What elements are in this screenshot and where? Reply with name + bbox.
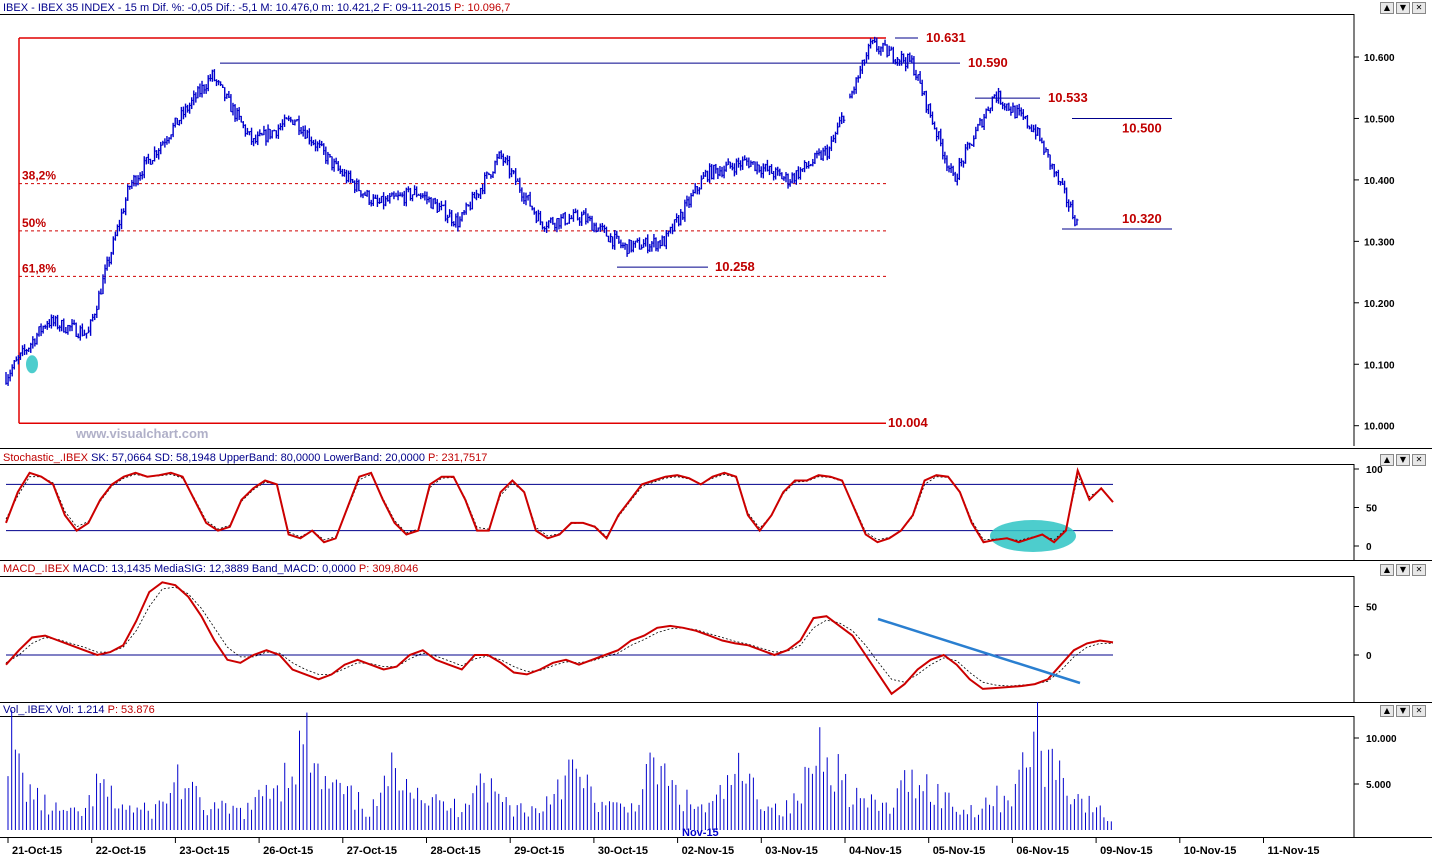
x-tick-label: 11-Nov-15 xyxy=(1268,845,1320,857)
fibonacci-label: 38,2% xyxy=(22,169,56,183)
oversold-highlight xyxy=(990,520,1076,552)
price-bars xyxy=(5,36,1079,386)
volume-header: Vol_.IBEX Vol: 1.214 P: 53.876 xyxy=(3,704,155,716)
x-tick-label: 29-Oct-15 xyxy=(514,845,564,857)
x-cursor-label: Nov-15 xyxy=(682,827,719,839)
macd-panel[interactable]: MACD_.IBEX MACD: 13,1435 MediaSIG: 12,38… xyxy=(0,560,1432,702)
stochastic-chart[interactable]: 100 50 0 xyxy=(0,448,1432,560)
x-tick-label: 26-Oct-15 xyxy=(263,845,313,857)
y-tick-label: 10.200 xyxy=(1364,299,1395,310)
x-tick-label: 22-Oct-15 xyxy=(96,845,146,857)
scroll-down-button[interactable]: ▼ xyxy=(1396,2,1410,14)
level-label: 10.590 xyxy=(968,55,1008,70)
stochastic-window-controls: ▲ ▼ ✕ xyxy=(1380,454,1426,466)
x-tick-label: 27-Oct-15 xyxy=(347,845,397,857)
level-label: 10.258 xyxy=(715,259,755,274)
macd-trendline xyxy=(877,617,1081,685)
x-tick-label: 21-Oct-15 xyxy=(12,845,62,857)
volume-chart[interactable]: 10.000 5.000 xyxy=(0,702,1432,837)
macd-header: MACD_.IBEX MACD: 13,1435 MediaSIG: 12,38… xyxy=(3,563,418,575)
level-label: 10.533 xyxy=(1048,90,1088,105)
stochastic-panel[interactable]: Stochastic_.IBEX SK: 57,0664 SD: 58,1948… xyxy=(0,448,1432,560)
scroll-down-button[interactable]: ▼ xyxy=(1396,564,1410,576)
volume-values: Vol: 1.214 xyxy=(55,704,105,716)
scroll-down-button[interactable]: ▼ xyxy=(1396,454,1410,466)
macd-signal-line xyxy=(5,586,1113,687)
macd-line xyxy=(5,581,1114,696)
x-tick-label: 23-Oct-15 xyxy=(179,845,229,857)
price-window-controls: ▲ ▼ ✕ xyxy=(1380,2,1426,14)
volume-window-controls: ▲ ▼ ✕ xyxy=(1380,705,1426,717)
scroll-up-button[interactable]: ▲ xyxy=(1380,705,1394,717)
y-tick-label: 10.600 xyxy=(1364,53,1395,64)
price-chart[interactable]: www.visualchart.com 10.000 10.100 10.200 10… xyxy=(0,0,1432,446)
interval-label: 15 m xyxy=(124,2,150,14)
scroll-up-button[interactable]: ▲ xyxy=(1380,2,1394,14)
x-tick-label: 06-Nov-15 xyxy=(1016,845,1069,857)
fibonacci-label: 50% xyxy=(22,216,46,230)
scroll-up-button[interactable]: ▲ xyxy=(1380,564,1394,576)
volume-p-label: P: 53.876 xyxy=(107,704,155,716)
stochastic-p-label: P: 231,7517 xyxy=(428,452,488,464)
x-tick-label: 04-Nov-15 xyxy=(849,845,902,857)
stochastic-header: Stochastic_.IBEX SK: 57,0664 SD: 58,1948… xyxy=(3,452,487,464)
x-tick-label: 28-Oct-15 xyxy=(431,845,481,857)
x-tick-label: 03-Nov-15 xyxy=(765,845,818,857)
price-panel-header: IBEX - IBEX 35 INDEX - 15 m Dif. %: -0,0… xyxy=(3,2,510,14)
y-tick-label: 5.000 xyxy=(1366,780,1391,791)
y-tick-label: 50 xyxy=(1366,504,1378,515)
x-tick-label: 30-Oct-15 xyxy=(598,845,648,857)
y-tick-label: 10.000 xyxy=(1364,422,1395,433)
y-tick-label: 50 xyxy=(1366,603,1378,614)
close-panel-button[interactable]: ✕ xyxy=(1412,454,1426,466)
x-axis: 21-Oct-15 22-Oct-15 23-Oct-15 26-Oct-15 27-O… xyxy=(0,827,1432,858)
x-tick-label: 10-Nov-15 xyxy=(1184,845,1237,857)
volume-panel[interactable]: Vol_.IBEX Vol: 1.214 P: 53.876 ▲ ▼ ✕ 10.… xyxy=(0,702,1432,837)
y-tick-label: 10.300 xyxy=(1364,237,1395,248)
level-label: 10.320 xyxy=(1122,211,1162,226)
start-highlight xyxy=(26,355,38,374)
macd-p-label: P: 309,8046 xyxy=(358,563,419,575)
close-panel-button[interactable]: ✕ xyxy=(1412,564,1426,576)
price-panel[interactable]: IBEX - IBEX 35 INDEX - 15 m Dif. %: -0,0… xyxy=(0,0,1432,446)
x-axis-labels: 21-Oct-15 22-Oct-15 23-Oct-15 26-Oct-15 27-O… xyxy=(7,827,1320,857)
macd-chart[interactable]: 50 0 xyxy=(0,560,1432,702)
volume-name: Vol_.IBEX xyxy=(3,704,53,716)
macd-window-controls: ▲ ▼ ✕ xyxy=(1380,564,1426,576)
p-label: P: 10.096,7 xyxy=(454,2,511,14)
x-tick-label: 05-Nov-15 xyxy=(933,845,986,857)
x-tick-label: 02-Nov-15 xyxy=(682,845,735,857)
level-label: 10.500 xyxy=(1122,120,1162,135)
close-panel-button[interactable]: ✕ xyxy=(1412,2,1426,14)
level-label: 10.631 xyxy=(926,30,966,45)
y-tick-label: 10.500 xyxy=(1364,114,1395,125)
y-tick-label: 10.100 xyxy=(1364,360,1395,371)
y-tick-label: 0 xyxy=(1366,542,1372,553)
macd-values: MACD: 13,1435 MediaSIG: 12,3889 Band_MAC… xyxy=(72,563,356,575)
fibonacci-label: 61,8% xyxy=(22,261,56,275)
stochastic-name: Stochastic_.IBEX xyxy=(3,452,88,464)
stochastic-sk-line xyxy=(5,466,1114,544)
scroll-down-button[interactable]: ▼ xyxy=(1396,705,1410,717)
close-panel-button[interactable]: ✕ xyxy=(1412,705,1426,717)
symbol-label: IBEX - IBEX 35 INDEX - xyxy=(3,2,122,14)
level-label: 10.004 xyxy=(888,415,929,430)
scroll-up-button[interactable]: ▲ xyxy=(1380,454,1394,466)
volume-bars xyxy=(7,702,1112,830)
y-tick-label: 10.400 xyxy=(1364,176,1395,187)
stochastic-values: SK: 57,0664 SD: 58,1948 UpperBand: 80,00… xyxy=(91,452,425,464)
y-tick-label: 100 xyxy=(1366,465,1383,476)
y-tick-label: 0 xyxy=(1366,651,1372,662)
x-tick-label: 09-Nov-15 xyxy=(1100,845,1153,857)
watermark: www.visualchart.com xyxy=(75,426,208,441)
stats-label: Dif. %: -0,05 Dif.: -5,1 M: 10.476,0 m: … xyxy=(152,2,451,14)
macd-name: MACD_.IBEX xyxy=(3,563,70,575)
y-tick-label: 10.000 xyxy=(1366,734,1397,745)
